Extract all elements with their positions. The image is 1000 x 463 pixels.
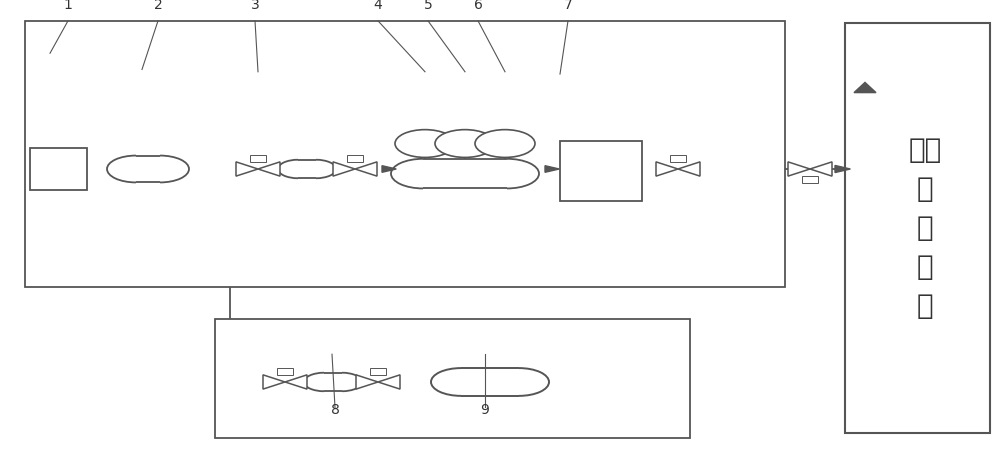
Bar [250,155,266,163]
Text: 尾气
排
放
模
块: 尾气 排 放 模 块 [908,136,941,320]
Circle shape [395,130,455,157]
Text: 9: 9 [481,403,489,417]
Polygon shape [382,166,396,172]
Bar [670,155,686,163]
Polygon shape [835,165,850,173]
Bar [347,155,363,163]
Text: 1: 1 [64,0,72,12]
Text: 2: 2 [154,0,162,12]
Polygon shape [285,375,307,389]
Bar [324,373,342,391]
Bar [370,368,386,375]
Bar [423,159,507,188]
Bar [560,141,642,201]
Bar [802,175,818,183]
Polygon shape [788,162,810,176]
Text: 5: 5 [424,0,432,12]
Polygon shape [263,375,285,389]
Polygon shape [810,162,832,176]
Polygon shape [356,375,378,389]
Bar [298,160,316,178]
Polygon shape [355,162,377,176]
Text: 8: 8 [331,403,339,417]
Polygon shape [678,162,700,176]
Circle shape [435,130,495,157]
Text: 4: 4 [374,0,382,12]
Text: 3: 3 [251,0,259,12]
Polygon shape [854,82,876,93]
Polygon shape [656,162,678,176]
Bar [136,156,160,182]
Bar [30,148,87,190]
Polygon shape [333,162,355,176]
Bar [277,368,293,375]
Polygon shape [545,166,559,172]
Polygon shape [258,162,280,176]
Bar [215,319,690,438]
Circle shape [475,130,535,157]
Text: 6: 6 [474,0,482,12]
Bar [845,23,990,433]
Bar [25,21,785,287]
Text: 7: 7 [564,0,572,12]
Polygon shape [236,162,258,176]
Polygon shape [378,375,400,389]
Bar [461,368,519,396]
